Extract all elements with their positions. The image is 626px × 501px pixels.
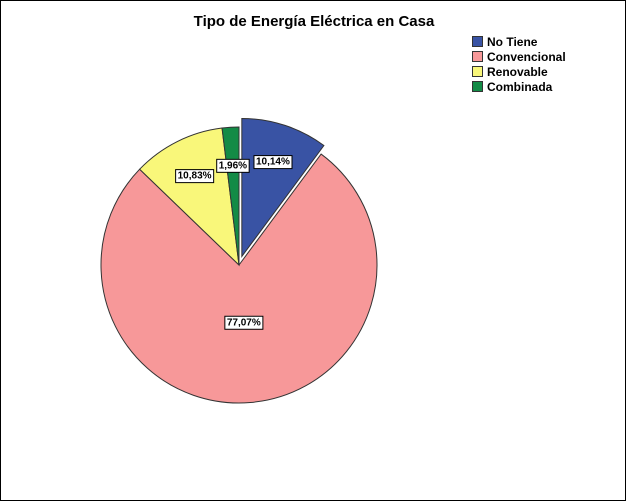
legend-item-combinada: Combinada bbox=[472, 79, 566, 94]
slice-data-label-text: 77,07% bbox=[227, 317, 261, 328]
legend-item-no-tiene: No Tiene bbox=[472, 34, 566, 49]
legend-swatch bbox=[472, 51, 483, 62]
legend-swatch bbox=[472, 36, 483, 47]
slice-data-label-text: 10,83% bbox=[178, 171, 212, 182]
slice-data-label-box bbox=[224, 315, 264, 330]
slice-data-label-text: 10,14% bbox=[256, 157, 290, 168]
slice-data-label: 1,96% bbox=[216, 158, 250, 173]
legend-item-renovable: Renovable bbox=[472, 64, 566, 79]
slice-data-label: 77,07% bbox=[224, 315, 264, 330]
pie-slice-renovable bbox=[138, 127, 240, 267]
chart-title: Tipo de Energía Eléctrica en Casa bbox=[193, 13, 435, 30]
slice-data-label: 10,14% bbox=[253, 155, 293, 170]
legend-label: Convencional bbox=[487, 49, 566, 64]
pie-slice-no-tiene bbox=[241, 117, 325, 258]
slice-data-label-box bbox=[253, 155, 293, 170]
legend-label: Renovable bbox=[487, 64, 548, 79]
slice-data-label-text: 1,96% bbox=[219, 160, 247, 171]
legend-label: No Tiene bbox=[487, 34, 538, 49]
legend-swatch bbox=[472, 81, 483, 92]
slice-data-label: 10,83% bbox=[175, 169, 215, 184]
legend-item-convencional: Convencional bbox=[472, 49, 566, 64]
legend: No Tiene Convencional Renovable Combinad… bbox=[472, 34, 566, 94]
slice-data-label-box bbox=[175, 169, 215, 184]
slice-data-label-box bbox=[216, 158, 250, 173]
pie-slice-convencional bbox=[100, 153, 378, 404]
legend-label: Combinada bbox=[487, 79, 553, 94]
legend-swatch bbox=[472, 66, 483, 77]
